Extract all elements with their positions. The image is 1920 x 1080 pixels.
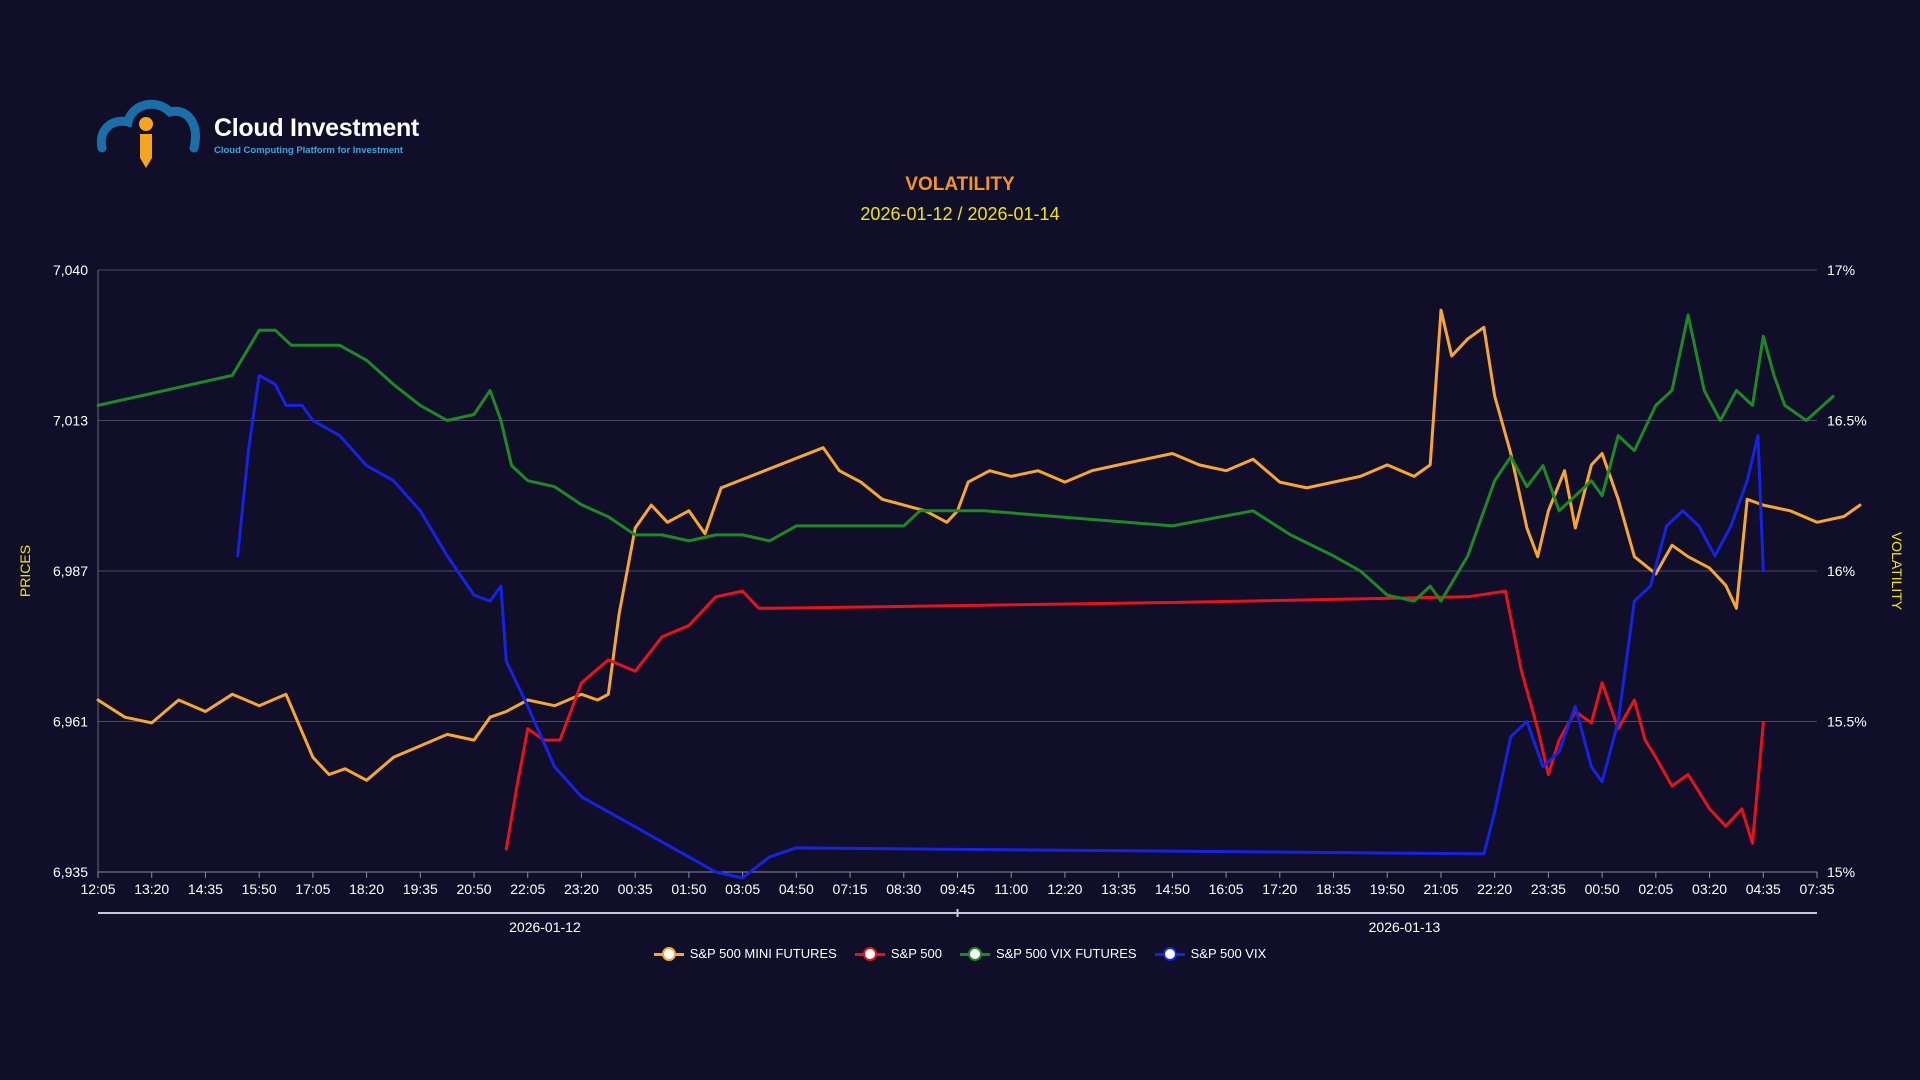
legend-marker-icon: [653, 946, 684, 961]
y-left-tick-label: 7,040: [53, 262, 88, 278]
legend-label: S&P 500 MINI FUTURES: [689, 946, 837, 961]
chart-title: VOLATILITY: [905, 174, 1015, 195]
y-left-tick-label: 7,013: [53, 413, 88, 429]
x-tick-label: 16:05: [1209, 881, 1244, 897]
x-tick-label: 04:35: [1746, 881, 1781, 897]
x-tick-label: 22:05: [510, 881, 545, 897]
x-tick-label: 07:35: [1799, 881, 1834, 897]
y-left-tick-label: 6,987: [53, 563, 88, 579]
brand-name: Cloud Investment: [214, 114, 419, 142]
x-tick-label: 02:05: [1638, 881, 1673, 897]
chart-subtitle: 2026-01-12 / 2026-01-14: [860, 204, 1060, 224]
legend-item[interactable]: S&P 500 MINI FUTURES: [653, 946, 837, 961]
y-left-tick-label: 6,935: [53, 864, 88, 880]
y-left-tick-label: 6,961: [53, 714, 88, 730]
x-tick-label: 12:05: [80, 881, 115, 897]
series-line-2: [96, 313, 1835, 603]
x-tick-label: 15:50: [242, 881, 277, 897]
x-tick-label: 18:35: [1316, 881, 1351, 897]
x-tick-label: 20:50: [457, 881, 492, 897]
x-tick-label: 00:35: [618, 881, 653, 897]
legend-item[interactable]: S&P 500 VIX: [1154, 946, 1267, 961]
y-right-tick-label: 17%: [1827, 262, 1855, 278]
x-tick-label: 17:05: [295, 881, 330, 897]
x-tick-label: 04:50: [779, 881, 814, 897]
x-tick-label: 17:20: [1262, 881, 1297, 897]
y-right-tick-label: 16.5%: [1827, 413, 1867, 429]
x-tick-label: 03:20: [1692, 881, 1727, 897]
x-tick-label: 11:00: [994, 881, 1028, 897]
y-right-axis-title: VOLATILITY: [1889, 532, 1905, 611]
legend-marker-icon: [1154, 946, 1185, 961]
navigator-label: 2026-01-12: [509, 919, 581, 935]
x-tick-label: 23:20: [564, 881, 599, 897]
y-right-tick-label: 15.5%: [1827, 714, 1867, 730]
legend-label: S&P 500: [890, 946, 942, 961]
y-right-tick-label: 15%: [1827, 864, 1855, 880]
navigator-label: 2026-01-13: [1369, 919, 1441, 935]
x-tick-label: 19:35: [403, 881, 438, 897]
x-tick-label: 23:35: [1531, 881, 1566, 897]
brand-tagline: Cloud Computing Platform for Investment: [214, 145, 403, 156]
x-tick-label: 03:05: [725, 881, 760, 897]
legend-label: S&P 500 VIX FUTURES: [995, 946, 1137, 961]
x-tick-label: 09:45: [940, 881, 975, 897]
cloud-logo-icon: [96, 99, 200, 168]
legend-marker-icon: [854, 946, 885, 961]
x-tick-label: 01:50: [671, 881, 706, 897]
x-tick-label: 18:20: [349, 881, 384, 897]
series-line-3: [236, 373, 1765, 880]
legend-item[interactable]: S&P 500 VIX FUTURES: [959, 946, 1137, 961]
legend-label: S&P 500 VIX: [1190, 946, 1267, 961]
x-tick-label: 00:50: [1585, 881, 1620, 897]
x-tick-label: 19:50: [1370, 881, 1405, 897]
y-left-axis-title: PRICES: [17, 545, 33, 597]
legend-item[interactable]: S&P 500: [854, 946, 942, 961]
chart-legend: S&P 500 MINI FUTURES S&P 500 S&P 500 VIX F…: [0, 946, 1920, 961]
x-tick-label: 13:35: [1101, 881, 1136, 897]
x-tick-label: 21:05: [1423, 881, 1458, 897]
x-tick-label: 22:20: [1477, 881, 1512, 897]
x-tick-label: 14:50: [1155, 881, 1190, 897]
x-tick-label: 07:15: [833, 881, 868, 897]
series-line-1: [504, 589, 1765, 851]
y-right-tick-label: 16%: [1827, 563, 1855, 579]
x-tick-label: 08:30: [886, 881, 921, 897]
x-tick-label: 12:20: [1047, 881, 1082, 897]
legend-marker-icon: [959, 946, 990, 961]
series-line-0: [96, 308, 1862, 782]
x-tick-label: 14:35: [188, 881, 223, 897]
x-tick-label: 13:20: [134, 881, 169, 897]
brand-logo: Cloud Investment Cloud Computing Platfor…: [96, 88, 436, 178]
